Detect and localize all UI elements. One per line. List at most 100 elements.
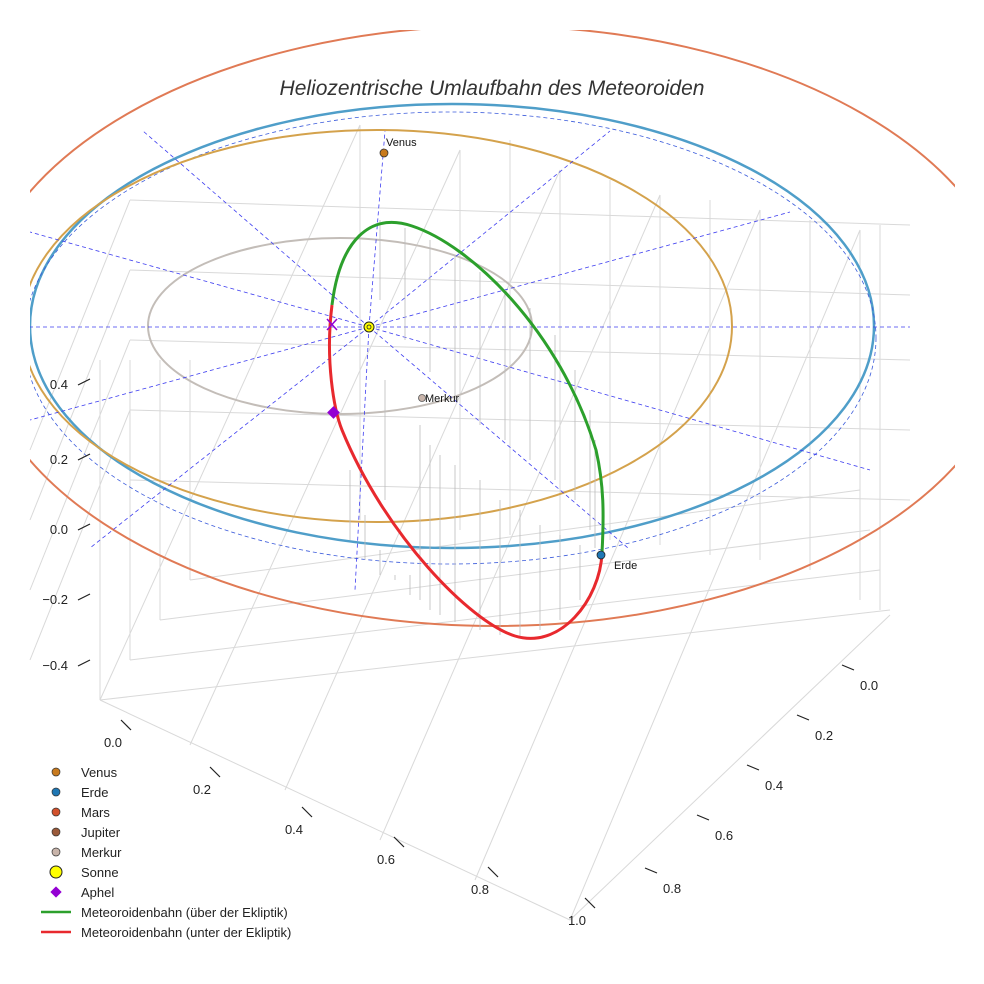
legend-entry: Mars	[51, 805, 110, 820]
legend-label: Sonne	[81, 865, 119, 880]
venus-orbit	[30, 129, 733, 523]
x-tick-label: 0.6	[377, 852, 395, 867]
legend-entry: Merkur	[51, 845, 122, 860]
legend-entry: Venus	[51, 765, 118, 780]
x-tick-label: 0.0	[104, 735, 122, 750]
z-tick-mark	[77, 523, 91, 531]
x-tick-mark	[209, 766, 221, 778]
x-axis: 0.0 0.2 0.4 0.6 0.8 1.0	[104, 719, 596, 928]
y-tick-mark	[746, 764, 760, 771]
z-axis: 0.4 0.2 0.0 −0.2 −0.4	[42, 377, 91, 673]
perihel-x-marker	[326, 318, 338, 331]
grid-line	[29, 199, 131, 451]
legend-label: Meteoroidenbahn (unter der Ekliptik)	[81, 925, 291, 940]
grid-line	[189, 489, 861, 581]
grid-line	[29, 409, 131, 661]
y-tick-label: 0.0	[860, 678, 878, 693]
sun-marker	[363, 321, 375, 333]
legend-symbol	[50, 886, 62, 898]
grid-line	[474, 209, 761, 881]
legend-label: Meteoroidenbahn (über der Ekliptik)	[81, 905, 288, 920]
y-tick-mark	[841, 664, 855, 671]
venus-label: Venus	[386, 137, 417, 149]
x-tick-mark	[487, 866, 499, 878]
grid-line	[129, 199, 911, 226]
earth-marker	[596, 550, 606, 560]
drop-lines	[349, 220, 596, 636]
y-tick-label: 0.4	[765, 778, 783, 793]
meteoroid-orbit-below	[327, 304, 604, 640]
mercury-label: Merkur	[425, 393, 460, 405]
y-tick-label: 0.2	[815, 728, 833, 743]
grid-line	[99, 124, 361, 701]
meteoroid-orbit-above	[330, 221, 605, 554]
legend-label: Aphel	[81, 885, 114, 900]
earth-orbit	[30, 102, 876, 550]
grid-line	[569, 614, 891, 921]
x-tick-label: 0.2	[193, 782, 211, 797]
legend-symbol	[51, 847, 61, 857]
legend-symbol	[51, 767, 61, 777]
y-tick-label: 0.8	[663, 881, 681, 896]
grid-line	[159, 529, 871, 621]
legend-label: Erde	[81, 785, 108, 800]
grid-line	[129, 269, 911, 296]
legend-label: Merkur	[81, 845, 122, 860]
grid-line	[129, 339, 911, 361]
grid-line	[569, 229, 861, 921]
grid-line	[29, 339, 131, 591]
legend-symbol	[51, 787, 61, 797]
legend-symbol	[51, 827, 61, 837]
grid-line	[99, 699, 571, 921]
grid-line	[129, 569, 881, 661]
earth-label: Erde	[614, 560, 637, 572]
grid-line	[129, 409, 911, 431]
z-tick-mark	[77, 378, 91, 386]
grid-line	[99, 609, 891, 701]
legend-entry: Jupiter	[51, 825, 121, 840]
legend-entry: Sonne	[49, 865, 119, 880]
mercury-marker	[418, 394, 426, 402]
grid-lines	[29, 124, 911, 921]
sun-marker-core	[366, 324, 372, 330]
legend-symbol	[51, 807, 61, 817]
z-tick-mark	[77, 659, 91, 667]
y-tick-label: 0.6	[715, 828, 733, 843]
legend-label: Jupiter	[81, 825, 121, 840]
z-tick-mark	[77, 453, 91, 461]
grid-line	[189, 149, 461, 746]
y-tick-mark	[644, 867, 658, 874]
z-tick-label: −0.2	[42, 592, 68, 607]
legend: Venus Erde Mars Jupiter Merkur Sonne Aphel Mete…	[41, 765, 291, 940]
legend-entry: Meteoroidenbahn (unter der Ekliptik)	[41, 925, 291, 940]
legend-label: Venus	[81, 765, 118, 780]
aphel-marker	[327, 406, 340, 419]
earth-orbit-projection	[30, 111, 877, 565]
z-tick-label: 0.0	[50, 522, 68, 537]
z-tick-label: −0.4	[42, 658, 68, 673]
grid-line	[284, 169, 561, 791]
x-tick-label: 0.4	[285, 822, 303, 837]
y-tick-mark	[696, 814, 710, 821]
legend-entry: Erde	[51, 785, 108, 800]
z-tick-mark	[77, 593, 91, 601]
x-tick-label: 0.8	[471, 882, 489, 897]
x-tick-mark	[393, 836, 405, 848]
legend-entry: Aphel	[50, 885, 114, 900]
x-tick-mark	[120, 719, 132, 731]
y-axis: 0.0 0.2 0.4 0.6 0.8	[644, 664, 878, 896]
chart-title: Heliozentrische Umlaufbahn des Meteoroid…	[280, 77, 705, 100]
y-tick-mark	[796, 714, 810, 721]
z-tick-label: 0.2	[50, 452, 68, 467]
legend-symbol	[49, 865, 63, 879]
x-tick-mark	[584, 897, 596, 909]
legend-label: Mars	[81, 805, 110, 820]
x-tick-mark	[301, 806, 313, 818]
grid-line	[129, 479, 911, 501]
projection-lines	[30, 130, 910, 591]
venus-marker	[379, 148, 389, 158]
z-tick-label: 0.4	[50, 377, 68, 392]
x-tick-label: 1.0	[568, 913, 586, 928]
legend-entry: Meteoroidenbahn (über der Ekliptik)	[41, 905, 288, 920]
